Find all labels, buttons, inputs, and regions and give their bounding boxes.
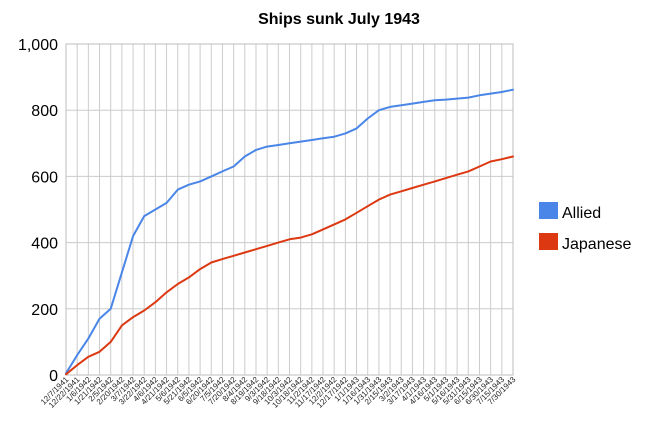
series-line-japanese	[65, 155, 514, 376]
y-tick-label: 0	[49, 368, 58, 385]
legend: Allied Japanese	[539, 202, 631, 253]
plot-frame	[65, 43, 514, 376]
x-axis-ticks: 12/7/194112/22/19411/6/19421/21/19422/5/…	[39, 375, 518, 410]
legend-label-allied: Allied	[562, 205, 601, 222]
legend-label-japanese: Japanese	[562, 236, 631, 253]
legend-swatch-japanese	[539, 233, 558, 250]
series-line-allied	[65, 88, 514, 375]
chart-title: Ships sunk July 1943	[258, 11, 420, 28]
legend-swatch-allied	[539, 202, 558, 219]
y-tick-label: 600	[31, 169, 58, 186]
gridlines	[65, 43, 514, 376]
series-lines	[65, 88, 514, 376]
y-tick-label: 1,000	[18, 37, 58, 54]
y-tick-label: 800	[31, 103, 58, 120]
y-tick-label: 400	[31, 236, 58, 253]
y-axis-ticks: 0 200 400 600 800 1,000	[18, 37, 58, 385]
y-tick-label: 200	[31, 302, 58, 319]
